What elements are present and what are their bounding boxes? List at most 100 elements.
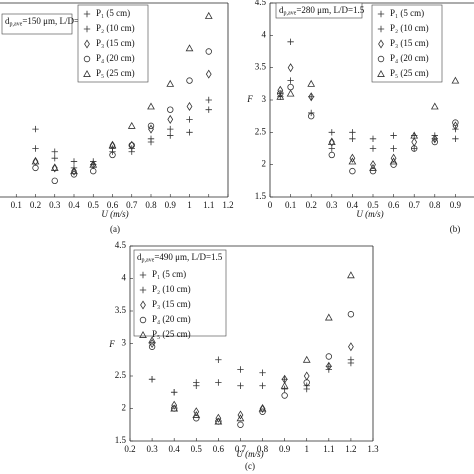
marker-triangle [347, 271, 355, 279]
x-tick-label: 1.2 [222, 200, 233, 210]
y-tick-label: 3 [262, 94, 267, 104]
annotation: dp,ave=490 μm, L/D=1.5 [137, 252, 223, 264]
marker-triangle [166, 79, 175, 87]
marker-diamond [349, 153, 356, 163]
legend-label: P₄ (20 cm) [390, 53, 429, 63]
marker-circle [186, 77, 193, 84]
marker-plus [70, 158, 78, 165]
marker-circle [139, 316, 147, 324]
marker-plus [139, 286, 147, 294]
marker-circle [369, 167, 377, 175]
y-tick-label: 1.5 [255, 191, 267, 201]
y-tick-label: 3 [122, 338, 127, 348]
marker-plus [347, 359, 355, 367]
annotation-sub: p,ave [10, 22, 23, 28]
marker-plus [377, 10, 385, 18]
x-axis-label: U (m/s) [236, 449, 263, 459]
legend-label: P₅ (25 cm) [152, 329, 191, 339]
marker-diamond [71, 166, 77, 176]
marker-triangle [377, 69, 385, 77]
x-tick-label: 0.4 [347, 200, 359, 210]
annotation-base: d [5, 16, 10, 26]
marker-plus [51, 148, 58, 155]
legend-label: P₁ (5 cm) [96, 8, 130, 18]
marker-circle [390, 161, 397, 168]
marker-diamond [411, 137, 418, 147]
x-tick-label: 0.9 [450, 200, 462, 210]
x-tick-label: 0.2 [124, 444, 135, 454]
legend-label: P₃ (15 cm) [96, 38, 135, 48]
x-tick-label: 1.3 [367, 444, 379, 454]
marker-triangle [127, 121, 136, 129]
marker-plus [147, 135, 155, 142]
annotation-rest: =150 μm, L/D=1.5 [22, 16, 90, 26]
marker-diamond [328, 137, 335, 147]
annotation-box [275, 2, 363, 19]
marker-triangle [280, 381, 289, 389]
x-tick-label: 0.7 [409, 200, 421, 210]
x-tick-label: 1 [304, 444, 309, 454]
marker-circle [83, 55, 91, 63]
marker-plus [32, 125, 39, 133]
marker-triangle [451, 76, 460, 84]
marker-circle [237, 421, 244, 428]
x-tick-label: 0.6 [107, 200, 119, 210]
x-tick-label: 0.5 [88, 200, 100, 210]
marker-plus [237, 382, 244, 389]
marker-plus [287, 77, 294, 84]
x-axis-label: U (m/s) [101, 209, 128, 219]
marker-triangle [31, 157, 40, 165]
marker-circle [431, 138, 438, 146]
y-tick-label: 4.5 [115, 240, 127, 250]
x-tick-label: 0.5 [367, 200, 379, 210]
y-tick-label: 1.5 [115, 435, 127, 445]
marker-plus [377, 25, 385, 33]
marker-circle [281, 392, 288, 399]
legend-label: P₄ (20 cm) [96, 53, 135, 63]
marker-plus [308, 109, 315, 117]
annotation-rest: =490 μm, L/D=1.5 [154, 252, 222, 262]
marker-plus [452, 135, 459, 142]
marker-triangle [286, 89, 295, 97]
x-tick-label: 0 [268, 200, 273, 210]
marker-circle [148, 343, 156, 350]
marker-triangle [148, 336, 156, 344]
marker-triangle [348, 157, 357, 165]
marker-circle [109, 151, 116, 159]
marker-plus [287, 38, 294, 45]
marker-diamond [140, 300, 146, 310]
marker-plus [205, 106, 212, 113]
marker-plus [186, 116, 193, 123]
marker-diamond [431, 134, 438, 144]
marker-diamond [51, 163, 58, 173]
marker-triangle [170, 404, 179, 412]
marker-triangle [276, 92, 285, 100]
marker-plus [237, 366, 244, 373]
annotation-base: d [279, 5, 284, 15]
marker-circle [167, 106, 174, 113]
marker-plus [205, 96, 212, 104]
marker-diamond [287, 63, 294, 73]
legend-label: P₅ (25 cm) [96, 68, 135, 78]
x-tick-label: 0.3 [146, 444, 158, 454]
marker-triangle [236, 414, 245, 422]
legend-label: P₂ (10 cm) [96, 23, 135, 33]
legend-box [371, 4, 443, 83]
marker-diamond [348, 342, 354, 352]
marker-diamond [186, 101, 193, 112]
marker-plus [167, 125, 174, 133]
marker-plus [215, 379, 222, 386]
marker-plus [193, 379, 200, 386]
marker-plus [83, 25, 91, 33]
y-tick-label: 2 [122, 403, 127, 413]
marker-circle [70, 171, 78, 178]
marker-circle [32, 164, 39, 172]
legend-label: P₃ (15 cm) [390, 38, 429, 48]
marker-triangle [389, 157, 398, 165]
x-tick-label: 0.2 [306, 200, 317, 210]
marker-circle [325, 353, 333, 360]
x-tick-label: 0.3 [326, 200, 338, 210]
marker-plus [369, 135, 377, 142]
marker-circle [51, 177, 58, 185]
marker-plus [369, 145, 377, 152]
